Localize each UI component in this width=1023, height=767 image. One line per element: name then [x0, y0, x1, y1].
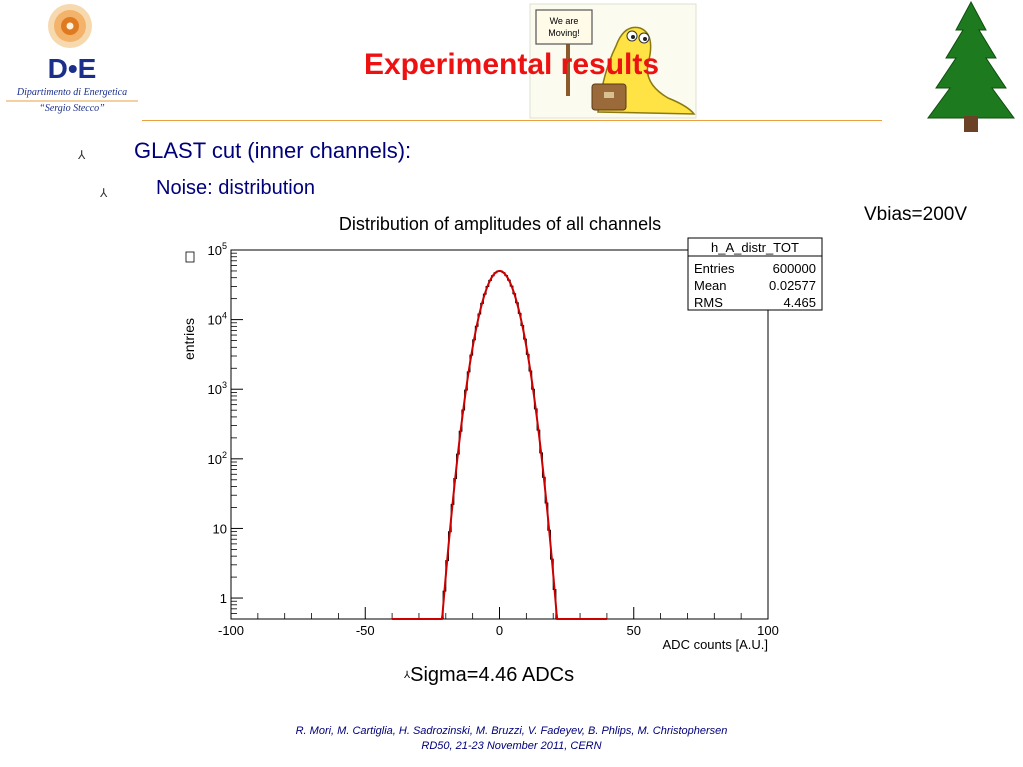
stats-box-name: h_A_distr_TOT: [711, 240, 799, 255]
sigma-bullet-icon: ⅄: [404, 670, 411, 682]
y-tick-label: 102: [208, 450, 227, 467]
y-axis-label-box: [185, 251, 195, 263]
stats-box: h_A_distr_TOT Entries 600000 Mean 0.02577 RMS…: [687, 237, 823, 311]
y-tick-base: 1: [220, 591, 227, 606]
gaussian-fit-line: [392, 269, 607, 620]
y-tick-label: 105: [208, 241, 227, 258]
bullet-level1-text: GLAST cut (inner channels):: [134, 138, 412, 163]
spiral-emblem-icon: [48, 4, 92, 48]
sigma-text: Sigma=4.46 ADCs: [410, 664, 575, 686]
y-axis-label: entries: [181, 318, 197, 360]
y-tick-base: 10: [208, 452, 222, 467]
x-tick-label: 0: [496, 623, 503, 638]
y-tick-exponent: 4: [222, 311, 227, 321]
chart-title: Distribution of amplitudes of all channe…: [339, 214, 661, 234]
header-divider: [142, 120, 882, 121]
logo-line1: Dipartimento di Energetica: [16, 87, 127, 98]
bullet-level2-text: Noise: distribution: [156, 177, 315, 199]
stats-row-label: Entries: [694, 261, 735, 276]
y-tick-label: 10: [213, 521, 227, 536]
y-tick-exponent: 3: [222, 380, 227, 390]
stats-row-label: RMS: [694, 295, 723, 310]
histogram-bars: [442, 270, 557, 619]
logo-line2: “Sergio Stecco”: [39, 103, 105, 114]
y-tick-label: 1: [220, 591, 227, 606]
stats-row-value: 600000: [773, 261, 816, 276]
pine-tree-icon: [927, 0, 1015, 132]
stats-row-label: Mean: [694, 278, 727, 293]
x-tick-label: -50: [356, 623, 375, 638]
plot-frame: [230, 249, 769, 620]
x-axis: -100 -50 0 50 100: [218, 607, 779, 638]
vbias-label: Vbias=200V: [864, 204, 967, 225]
footer: R. Mori, M. Cartiglia, H. Sadrozinski, M…: [0, 724, 1023, 754]
stats-row-value: 4.465: [783, 295, 816, 310]
stats-row-value: 0.02577: [769, 278, 816, 293]
sign-text-line2: Moving!: [548, 28, 580, 38]
sigma-annotation: ⅄Sigma=4.46 ADCs: [404, 664, 574, 687]
stats-box-frame: [687, 237, 823, 311]
department-logo: D•E Dipartimento di Energetica “Sergio S…: [6, 4, 138, 114]
histogram-series: [392, 269, 607, 620]
y-tick-label: 104: [208, 311, 227, 328]
logo-name: D•E: [48, 53, 97, 84]
x-tick-label: 100: [757, 623, 779, 638]
bullet-level2-marker-icon: ⅄: [100, 186, 108, 200]
y-tick-base: 10: [213, 521, 227, 536]
x-tick-label: 50: [627, 623, 641, 638]
moving-mascot-icon: We are Moving!: [529, 3, 697, 119]
slide-title: Experimental results: [363, 48, 660, 81]
footer-authors: R. Mori, M. Cartiglia, H. Sadrozinski, M…: [295, 725, 728, 737]
y-tick-label: 103: [208, 380, 227, 397]
y-tick-exponent: 5: [222, 241, 227, 251]
sign-text-line1: We are: [550, 16, 579, 26]
y-tick-base: 10: [208, 313, 222, 328]
amplitude-histogram-chart: Distribution of amplitudes of all channe…: [181, 214, 823, 652]
y-tick-base: 10: [208, 243, 222, 258]
bullet-level1-marker-icon: ⅄: [78, 148, 86, 162]
x-tick-label: -100: [218, 623, 244, 638]
footer-event: RD50, 21-23 November 2011, CERN: [421, 740, 602, 752]
x-axis-label: ADC counts [A.U.]: [663, 637, 768, 652]
y-tick-base: 10: [208, 382, 222, 397]
y-tick-exponent: 2: [222, 450, 227, 460]
